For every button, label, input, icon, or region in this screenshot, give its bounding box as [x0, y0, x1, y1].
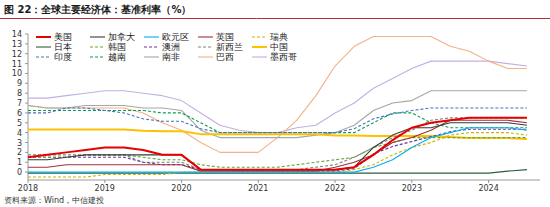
- y-tick: [25, 162, 28, 163]
- legend-swatch: [90, 36, 105, 37]
- legend-swatch: [36, 36, 51, 38]
- series-line: [28, 118, 527, 170]
- x-tick-label: 2022: [325, 184, 345, 193]
- y-tick-label: 10: [12, 69, 22, 78]
- legend-swatch: [144, 46, 159, 47]
- x-tick-label: 2024: [478, 184, 498, 193]
- y-tick-label: 6: [17, 109, 22, 118]
- y-tick: [25, 43, 28, 44]
- x-tick-label: 2018: [18, 184, 38, 193]
- x-tick-label: 2020: [171, 184, 191, 193]
- y-tick-label: 9: [17, 79, 22, 88]
- legend-swatch: [252, 46, 267, 48]
- x-tick: [104, 180, 105, 183]
- x-tick: [28, 180, 29, 183]
- legend-label: 印度: [54, 52, 72, 62]
- title-rule: [0, 18, 550, 19]
- legend-label: 巴西: [216, 52, 234, 62]
- legend-label: 澳洲: [162, 42, 180, 52]
- y-tick: [25, 63, 28, 64]
- y-tick: [25, 142, 28, 143]
- y-tick-label: 8: [17, 89, 22, 98]
- y-tick: [25, 152, 28, 153]
- y-tick: [25, 103, 28, 104]
- legend-swatch: [90, 56, 105, 57]
- y-tick-label: 12: [12, 50, 22, 59]
- legend-label: 加拿大: [108, 32, 135, 42]
- legend-label: 日本: [54, 42, 72, 52]
- y-tick-label: 1: [17, 158, 22, 167]
- legend-label: 南非: [162, 52, 180, 62]
- y-tick-label: 4: [17, 129, 22, 138]
- legend-swatch: [144, 36, 159, 37]
- legend-label: 越南: [108, 52, 126, 62]
- title: 图 22：全球主要经济体：基准利率（%）: [4, 4, 191, 15]
- series-line: [28, 61, 527, 133]
- series-line: [28, 120, 527, 171]
- y-tick-label: 11: [12, 60, 22, 69]
- legend-swatch: [144, 56, 159, 57]
- y-tick-label: 2: [17, 148, 22, 157]
- y-tick-label: 14: [12, 30, 22, 39]
- y-tick-label: 0: [17, 168, 22, 177]
- y-tick-label: 3: [17, 139, 22, 148]
- legend-swatch: [252, 56, 267, 57]
- y-tick: [25, 53, 28, 54]
- legend-swatch: [36, 46, 51, 47]
- chart: 图 22：全球主要经济体：基准利率（%）01234567891011121314…: [0, 0, 550, 207]
- source: 资料来源：Wind，中信建投: [4, 196, 104, 205]
- y-tick-label: 7: [17, 99, 22, 108]
- legend-swatch: [90, 46, 105, 47]
- y-tick-label: 5: [17, 119, 22, 128]
- y-tick-label: 13: [12, 40, 22, 49]
- y-tick: [25, 172, 28, 173]
- x-tick-label: 2019: [95, 184, 115, 193]
- legend-label: 欧元区: [162, 32, 189, 42]
- x-tick: [181, 180, 182, 183]
- series-line: [28, 118, 527, 170]
- y-tick: [25, 83, 28, 84]
- legend: 美国 加拿大 欧元区 英国 瑞典日本 韩国 澳洲 新西兰 中国印度 越南 南非 巴西 墨西哥: [36, 32, 297, 62]
- legend-label: 英国: [216, 32, 234, 42]
- x-tick: [488, 180, 489, 183]
- legend-label: 墨西哥: [270, 52, 297, 62]
- x-tick-label: 2023: [402, 184, 422, 193]
- legend-swatch: [36, 56, 51, 57]
- legend-label: 瑞典: [270, 32, 288, 42]
- series-group: [28, 36, 527, 177]
- legend-swatch: [252, 36, 267, 37]
- y-tick: [25, 73, 28, 74]
- legend-swatch: [198, 56, 213, 57]
- legend-label: 中国: [270, 42, 288, 52]
- legend-swatch: [198, 36, 213, 37]
- series-line: [28, 123, 527, 170]
- x-tick: [335, 180, 336, 183]
- y-tick: [25, 34, 28, 35]
- legend-label: 韩国: [108, 42, 126, 52]
- legend-label: 美国: [54, 32, 72, 42]
- x-tick: [411, 180, 412, 183]
- y-tick: [25, 93, 28, 94]
- legend-label: 新西兰: [216, 42, 243, 52]
- legend-swatch: [198, 46, 213, 47]
- series-line: [28, 138, 527, 168]
- y-tick: [25, 112, 28, 113]
- y-tick: [25, 132, 28, 133]
- x-tick: [258, 180, 259, 183]
- y-tick: [25, 122, 28, 123]
- x-tick-label: 2021: [248, 184, 268, 193]
- series-line: [28, 128, 527, 172]
